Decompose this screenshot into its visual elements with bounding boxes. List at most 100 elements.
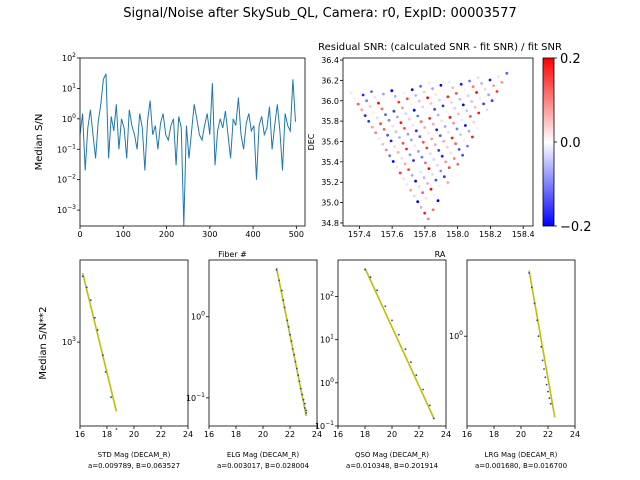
lrg-point (543, 368, 545, 370)
residual-point (457, 112, 460, 116)
sn-xtick-label: 100 (116, 230, 131, 239)
residual-point (438, 98, 441, 102)
elg-point (281, 289, 283, 292)
lrg-point (544, 376, 547, 379)
residual-point (426, 131, 430, 135)
residual-point (428, 117, 432, 120)
lrg-point (548, 397, 551, 400)
residual-point (446, 95, 450, 99)
residual-point (453, 106, 457, 110)
residual-point (381, 142, 385, 146)
qso-xtick-label: 20 (387, 430, 397, 439)
qso-ytick-label: 10−1 (315, 420, 334, 431)
residual-point (400, 106, 404, 110)
lrg-fit-label: a=0.001680, B=0.016700 (475, 462, 567, 470)
residual-snr-axes: Residual SNR: (calculated SNR - fit SNR)… (307, 42, 562, 259)
residual-point (414, 94, 418, 97)
sn-series-line (79, 73, 296, 227)
elg-point (278, 279, 281, 282)
residual-point (470, 100, 474, 103)
residual-point (492, 84, 495, 88)
elg-point (289, 333, 291, 336)
residual-point (418, 135, 422, 139)
residual-point (462, 138, 466, 142)
residual-point (436, 199, 440, 203)
colorbar-tick-label: −0.2 (560, 220, 592, 235)
std-point (85, 286, 88, 289)
residual-point (490, 99, 494, 102)
elg-axes-frame (208, 259, 318, 427)
residual-point (464, 124, 467, 127)
residual-point (429, 102, 433, 105)
residual-point (420, 155, 424, 159)
residual-point (451, 86, 455, 90)
elg-point (302, 398, 305, 401)
residual-point (389, 104, 392, 107)
residual-ytick-label: 35.2 (321, 178, 339, 187)
residual-point (390, 89, 394, 93)
residual-point (500, 81, 504, 84)
residual-point (425, 146, 429, 150)
residual-axes-frame (342, 57, 534, 227)
residual-point (349, 91, 353, 94)
residual-point (402, 177, 406, 181)
qso-point (364, 268, 366, 271)
sn-xtick-label: 500 (289, 230, 304, 239)
residual-point (426, 217, 430, 221)
residual-point (404, 112, 408, 115)
residual-point (405, 147, 408, 151)
residual-point (431, 87, 434, 91)
residual-point (424, 111, 428, 114)
elg-point (283, 306, 286, 309)
residual-point (450, 101, 453, 104)
residual-point (437, 149, 441, 152)
qso-xtick-label: 18 (360, 430, 370, 439)
elg-point (298, 380, 301, 383)
residual-point (449, 151, 453, 155)
sn-ytick-label: 10−3 (57, 204, 76, 215)
lrg-mag-axes: 16 18 20 22 24 100 LRG Mag (DECAM_R) a=0.001680… (449, 259, 580, 470)
lrg-xlabel: LRG Mag (DECAM_R) (485, 451, 558, 459)
residual-point (466, 94, 470, 98)
residual-point (475, 126, 479, 130)
colorbar: 0.2 0.0 −0.2 (542, 52, 592, 235)
residual-point (443, 125, 447, 128)
elg-point (305, 409, 308, 412)
std-xtick-label: 24 (183, 430, 193, 439)
residual-point (361, 93, 365, 97)
residual-point (426, 96, 429, 100)
residual-point (434, 178, 438, 182)
residual-point (421, 191, 424, 195)
residual-point (452, 121, 455, 125)
elg-point (304, 402, 306, 405)
residual-point (447, 130, 450, 134)
residual-point (412, 194, 416, 198)
residual-point (467, 129, 471, 133)
residual-ytick-label: 35.6 (321, 137, 339, 146)
elg-xlabel: ELG Mag (DECAM_R) (227, 451, 300, 459)
elg-xtick-label: 16 (204, 430, 214, 439)
residual-point (407, 117, 411, 121)
elg-fit-label: a=0.003017, B=0.028004 (217, 462, 310, 470)
residual-point (480, 82, 483, 85)
residual-point (396, 151, 400, 154)
residual-point (471, 135, 474, 139)
sn-vs-fiber-axes: 0 100 200 300 400 500 10−3 10−2 10−1 100 101 102 Fib… (34, 52, 306, 259)
colorbar-tick-label: 0.0 (560, 136, 581, 151)
residual-point (402, 91, 406, 95)
lrg-point (541, 359, 544, 362)
residual-point (393, 145, 396, 149)
residual-point (422, 90, 426, 94)
residual-ytick-label: 35.8 (321, 117, 339, 126)
residual-point (377, 137, 381, 140)
residual-point (463, 88, 467, 92)
residual-xtick-label: 157.8 (413, 230, 436, 239)
elg-mag-axes: 16 18 20 22 24 10−1 100 ELG Mag (DECAM_R) a=0.00… (186, 259, 322, 470)
residual-point (391, 160, 395, 163)
residual-point (410, 173, 414, 177)
residual-point (392, 109, 396, 113)
qso-point (428, 404, 431, 407)
residual-point (417, 99, 421, 103)
qso-point (397, 333, 400, 336)
